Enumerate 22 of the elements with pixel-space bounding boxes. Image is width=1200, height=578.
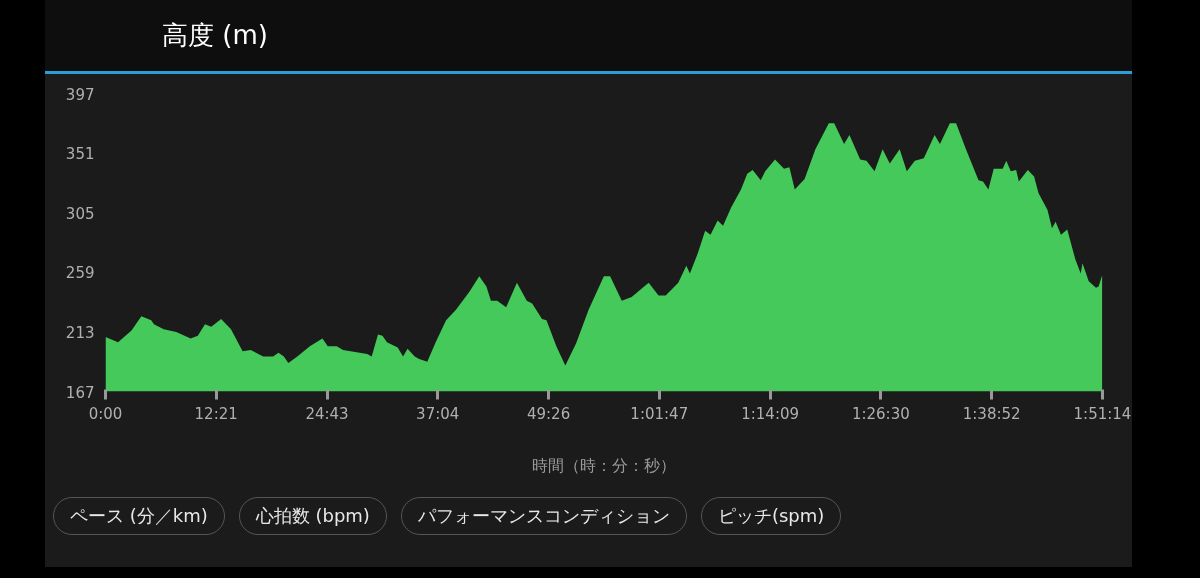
x-tick-label: 1:26:30 [851, 404, 910, 423]
x-tick-label: 1:51:14 [1073, 404, 1132, 423]
x-axis-title: 時間（時：分：秒） [532, 455, 676, 475]
y-tick-label: 167 [65, 383, 95, 402]
y-tick-label: 259 [65, 264, 95, 283]
x-tick-label: 24:43 [305, 404, 349, 423]
text: ペース (分／km) [53, 497, 225, 535]
x-tick-label: 49:26 [526, 404, 571, 423]
text: パフォーマンスコンディション [400, 497, 687, 535]
chart-title: 高度 (m) [162, 18, 268, 52]
x-tick-label: 1:38:52 [962, 404, 1021, 423]
x-tick-label: 12:21 [194, 404, 238, 423]
text: 心拍数 (bpm) [238, 497, 387, 535]
x-tick-label: 1:14:09 [741, 404, 800, 423]
x-tick-label: 1:01:47 [630, 404, 689, 423]
y-tick-label: 351 [65, 145, 95, 164]
y-tick-label: 305 [65, 204, 95, 223]
y-tick-label: 397 [65, 85, 95, 104]
x-tick-label: 37:04 [416, 404, 460, 423]
x-tick-label: 0:00 [88, 404, 123, 423]
y-tick-label: 213 [65, 323, 95, 342]
text: ピッチ(spm) [700, 497, 842, 535]
